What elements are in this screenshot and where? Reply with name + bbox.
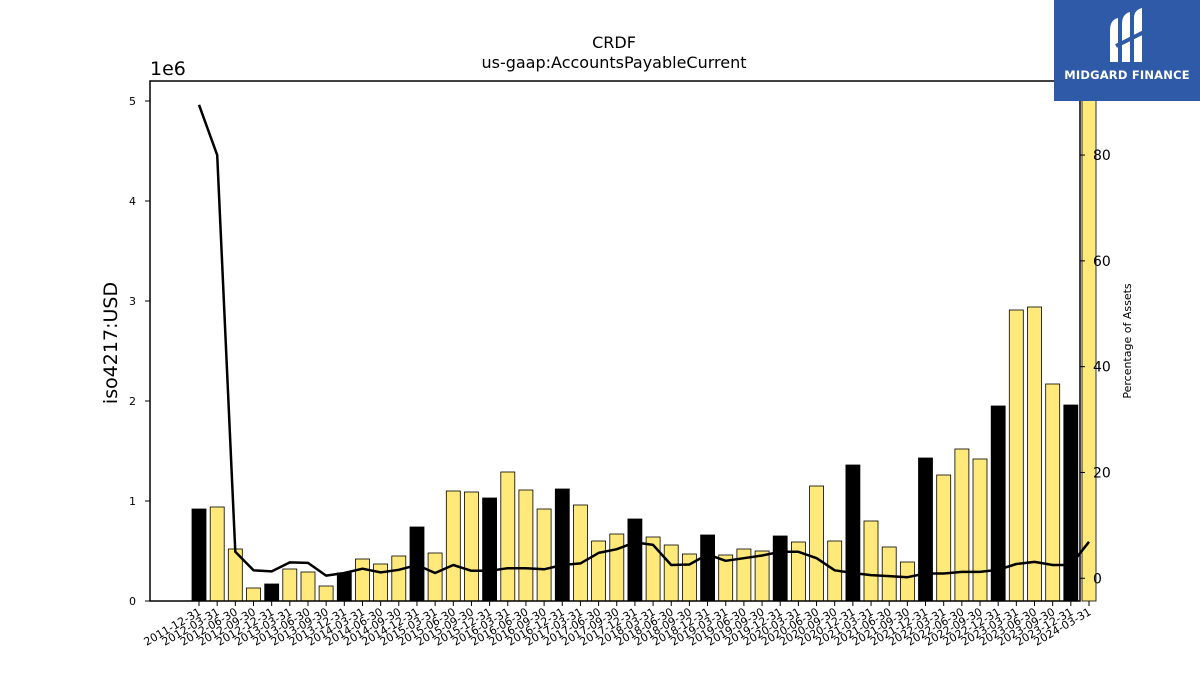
bar [445,490,461,602]
bar [609,533,625,602]
bar [355,558,370,602]
y2-tick-label: 0 [1093,571,1102,587]
bar [264,583,280,602]
bar [536,508,552,602]
logo-text: MIDGARD FINANCE [1064,68,1190,82]
y-tick-label: 4 [129,195,136,208]
y-tick-label: 3 [129,295,136,308]
bar [500,471,516,602]
midgard-logo-icon [1110,8,1145,62]
bar [754,550,770,602]
y2-tick-label: 60 [1093,254,1111,270]
y-axis-label: iso4217:USD [100,282,122,404]
y-scale-label: 1e6 [150,58,186,80]
bar [700,534,715,602]
bar [427,552,443,602]
bar [972,458,988,602]
bar [1027,306,1042,602]
y-tick-label: 0 [129,595,136,608]
bar [627,518,643,602]
chart-subtitle: us-gaap:AccountsPayableCurrent [481,53,746,72]
y-tick-label: 1 [129,495,136,508]
bar [573,504,588,602]
bar [936,474,952,602]
bar [772,535,788,602]
bar [209,506,225,602]
bar [463,491,479,602]
bar [518,489,534,602]
chart-title: CRDF [592,33,636,52]
bar [1045,383,1061,602]
axes: 0123450204060802011-12-312012-03-312012-… [129,80,1111,649]
bar [863,520,879,602]
y2-tick-label: 40 [1093,360,1111,376]
midgard-finance-logo: MIDGARD FINANCE [1054,0,1200,101]
bar [318,585,334,602]
bar-series [191,80,1097,602]
bar [591,540,606,602]
y-tick-label: 5 [129,95,136,108]
bar [282,568,298,602]
bar [246,587,261,602]
bar [1063,404,1079,602]
bar [300,571,316,602]
bar [918,457,933,602]
bar [900,561,915,602]
bar [663,544,679,602]
bar [845,464,861,602]
bar [373,563,389,602]
y2-axis-label: Percentage of Assets [1121,283,1134,399]
y2-tick-label: 20 [1093,465,1111,481]
bar [336,572,352,602]
y-tick-label: 2 [129,395,136,408]
bar [1008,309,1024,602]
bar [482,497,498,602]
bar [990,405,1006,602]
bar [881,546,897,602]
bar [809,485,824,602]
bar [391,555,407,602]
y2-tick-label: 80 [1093,148,1111,164]
line-series [197,104,1090,579]
bar [191,508,207,602]
line-series-path [197,104,1090,579]
bar [554,488,570,602]
plot-frame [149,80,1081,602]
bar [954,448,970,602]
